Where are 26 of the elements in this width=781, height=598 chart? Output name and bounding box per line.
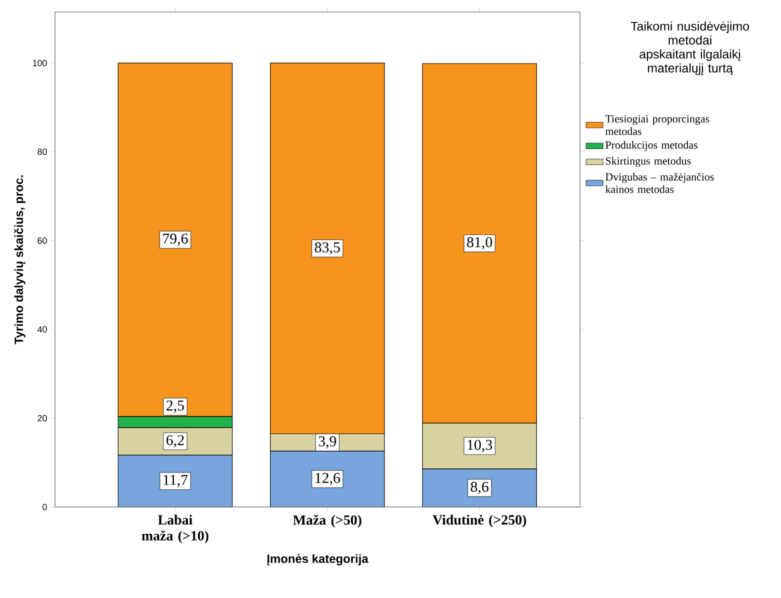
data-label: 8,6 xyxy=(470,482,488,494)
y-tick-label: 100 xyxy=(32,60,47,66)
y-tick-label: 20 xyxy=(38,415,47,422)
legend-label: Produkcijos metodas xyxy=(606,140,698,151)
data-label: 11,7 xyxy=(164,474,188,488)
y-tick-label: 40 xyxy=(37,326,47,333)
y-tick-label: 60 xyxy=(38,237,47,244)
data-label: 2,5 xyxy=(166,400,184,413)
data-label: 12,6 xyxy=(316,472,340,486)
y-tick-label: 0 xyxy=(42,504,47,510)
x-tick-label: Labai maža (>10) xyxy=(142,514,208,544)
legend-label: Tiesiogiai proporcingas metodas xyxy=(605,115,710,135)
x-tick-label: Vidutinė (>250) xyxy=(432,514,526,528)
x-axis-title: Įmonės kategorija xyxy=(267,554,368,566)
legend-label: Skirtingus metodus xyxy=(606,156,691,167)
data-label: 3,9 xyxy=(318,436,336,448)
x-tick-label: Maža (>50) xyxy=(293,514,362,528)
y-tick-label: 80 xyxy=(38,148,47,156)
legend-label: Dvigubas – mažėjančios kainos metodas xyxy=(605,172,714,194)
data-label: 81,0 xyxy=(467,237,492,250)
y-axis-title: Tyrimo dalyvių skaičius, proc. xyxy=(14,175,26,344)
legend-title: Taikomi nusidėvėjimo metodai apskaitant ilgalaikį materialųjį turtą xyxy=(630,22,749,75)
data-label: 79,6 xyxy=(163,234,188,246)
data-label: 6,2 xyxy=(166,435,184,448)
data-label: 10,3 xyxy=(468,440,492,452)
data-label: 83,5 xyxy=(314,242,340,255)
